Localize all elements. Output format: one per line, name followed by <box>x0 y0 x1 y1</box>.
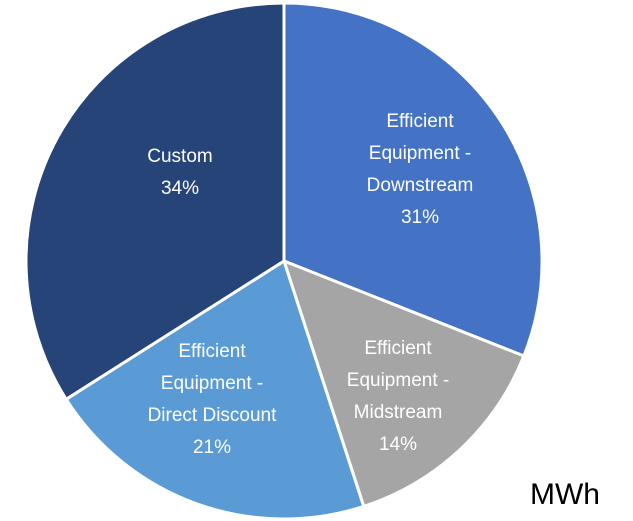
category-label: Efficient Equipment - Downstream <box>366 111 474 196</box>
value-label: 14% <box>378 434 418 455</box>
slice-label: Efficient Equipment - Midstream 14% <box>347 333 449 461</box>
slice-label: Custom 34% <box>147 141 212 205</box>
category-label: Custom <box>147 146 213 167</box>
slice-label: Efficient Equipment - Direct Discount 21% <box>148 336 277 464</box>
pie-slice <box>64 258 366 521</box>
value-label: 34% <box>160 178 200 199</box>
value-label: 31% <box>400 207 440 228</box>
pie-slice <box>282 1 544 358</box>
slice-label: Efficient Equipment - Downstream 31% <box>367 106 474 234</box>
category-label: Efficient Equipment - Direct Discount <box>147 341 277 426</box>
value-label: 21% <box>192 437 232 458</box>
pie-slice <box>24 1 286 402</box>
chart-title: MWh <box>530 478 600 511</box>
category-label: Efficient Equipment - Midstream <box>346 338 450 423</box>
